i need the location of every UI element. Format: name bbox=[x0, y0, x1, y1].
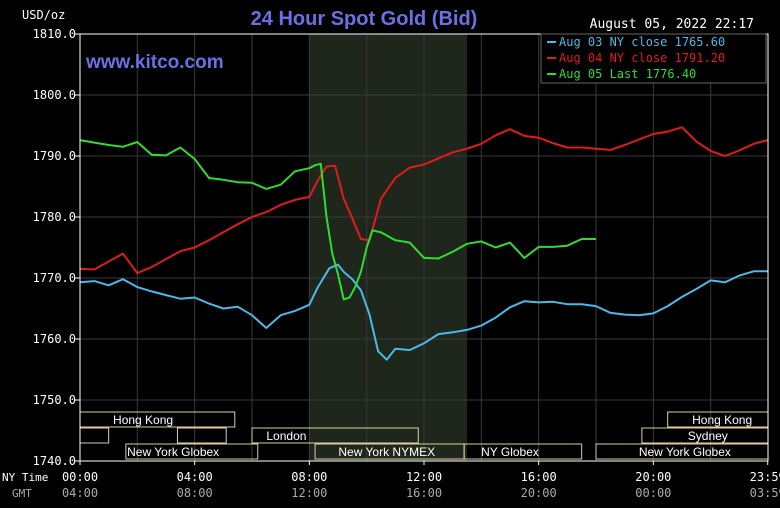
x-tick-label-gmt: 16:00 bbox=[406, 486, 442, 500]
series-line-1 bbox=[79, 263, 768, 361]
x-tick-label-gmt: 04:00 bbox=[62, 486, 98, 500]
market-sessions: Hong Kong London New York Globex New York N… bbox=[79, 411, 769, 460]
x-tick-label-gmt: 00:00 bbox=[635, 486, 671, 500]
session-label: New York NYMEX bbox=[338, 445, 435, 459]
session-label: Sydney bbox=[688, 429, 728, 443]
legend-entry: Aug 03 NY close 1765.60 bbox=[559, 35, 725, 49]
x-tick-label-gmt: 20:00 bbox=[521, 486, 557, 500]
x-tick-label-gmt: 08:00 bbox=[177, 486, 213, 500]
session-label: New York Globex bbox=[639, 445, 731, 459]
gmt-label: GMT bbox=[12, 487, 32, 500]
session-label: Hong Kong bbox=[113, 413, 173, 427]
session-box bbox=[463, 443, 583, 460]
shaded-region bbox=[309, 34, 467, 461]
series-line-2 bbox=[79, 126, 768, 275]
x-tick-label-ny: 20:00 bbox=[635, 470, 671, 484]
session-label: NY Globex bbox=[481, 445, 539, 459]
x-tick-label-gmt: 12:00 bbox=[291, 486, 327, 500]
series-lines bbox=[79, 126, 768, 361]
series-line-3 bbox=[79, 139, 596, 301]
session-box bbox=[251, 427, 419, 444]
x-tick-label-ny: 12:00 bbox=[406, 470, 442, 484]
y-tick-label: 1760.0 bbox=[33, 332, 76, 346]
y-tick-label: 1770.0 bbox=[33, 271, 76, 285]
y-tick-label: 1800.0 bbox=[33, 88, 76, 102]
y-tick-label: 1750.0 bbox=[33, 393, 76, 407]
y-tick-label: 1790.0 bbox=[33, 149, 76, 163]
session-label: Hong Kong bbox=[692, 413, 752, 427]
legend-entry: Aug 04 NY close 1791.20 bbox=[559, 51, 725, 65]
y-tick-label: 1780.0 bbox=[33, 210, 76, 224]
nymex-shaded-period bbox=[309, 34, 467, 461]
x-axis-ticks: 00:00 04:00 08:00 12:00 16:00 20:00 23:59 04:00… bbox=[62, 461, 780, 500]
legend-entry: Aug 05 Last 1776.40 bbox=[559, 67, 696, 81]
session-label: New York Globex bbox=[127, 445, 219, 459]
timestamp: August 05, 2022 22:17 bbox=[590, 17, 754, 32]
session-box bbox=[176, 427, 227, 444]
y-axis-ticks: 1810.0 1800.0 1790.0 1780.0 1770.0 1760.0 1750… bbox=[33, 27, 80, 468]
x-tick-label-ny: 08:00 bbox=[291, 470, 327, 484]
chart-title: 24 Hour Spot Gold (Bid) bbox=[251, 8, 478, 30]
x-tick-label-ny: 16:00 bbox=[521, 470, 557, 484]
y-tick-label: 1810.0 bbox=[33, 27, 76, 41]
brand-watermark: www.kitco.com bbox=[85, 52, 224, 73]
legend-box bbox=[540, 33, 767, 84]
session-box bbox=[125, 443, 259, 460]
x-tick-label-ny: 04:00 bbox=[177, 470, 213, 484]
session-label: London bbox=[266, 429, 306, 443]
x-tick-label-ny: 23:59 bbox=[750, 470, 780, 484]
units-label: USD/oz bbox=[22, 8, 65, 22]
ny-time-label: NY Time bbox=[2, 471, 48, 484]
x-tick-label-gmt: 03:59 bbox=[750, 486, 780, 500]
legend: Aug 03 NY close 1765.60 Aug 04 NY close 1… bbox=[540, 33, 767, 84]
x-tick-label-ny: 00:00 bbox=[62, 470, 98, 484]
y-tick-label: 1740.0 bbox=[33, 454, 76, 468]
